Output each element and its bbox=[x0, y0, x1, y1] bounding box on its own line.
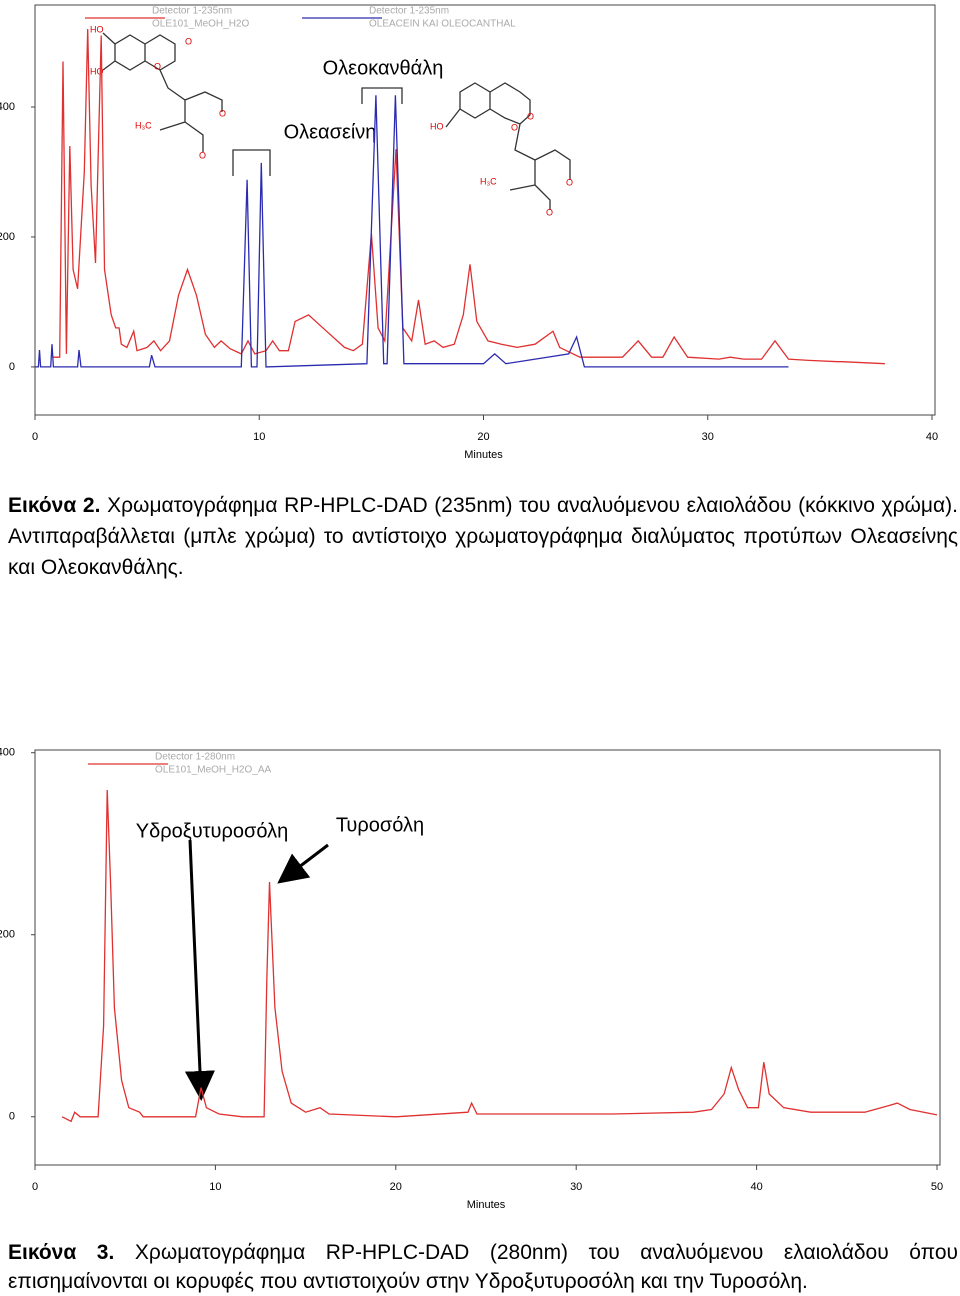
x-tick-label: 50 bbox=[931, 1181, 943, 1193]
caption-label: Εικόνα 2. bbox=[8, 494, 101, 517]
structure: HO O O H₃C O O bbox=[430, 82, 573, 217]
annotation: Υδροξυτυροσόλη bbox=[136, 820, 288, 842]
atom: H₃C bbox=[135, 120, 152, 130]
annotation: Τυροσόλη bbox=[336, 814, 424, 836]
atom: O bbox=[511, 122, 518, 132]
annotation: Ολεασείνη bbox=[284, 121, 377, 143]
x-tick-label: 40 bbox=[926, 431, 938, 443]
legend-label: OLEACEIN KAI OLEOCANTHAL bbox=[369, 19, 516, 30]
atom: O bbox=[185, 36, 192, 46]
x-axis-label: Minutes bbox=[464, 449, 503, 461]
x-tick-label: 0 bbox=[32, 1181, 38, 1193]
legend-detector: Detector 1-235nm bbox=[152, 6, 232, 17]
legend-label: OLE101_MeOH_H2O_AA bbox=[155, 765, 272, 776]
x-tick-label: 10 bbox=[209, 1181, 221, 1193]
x-tick-label: 20 bbox=[477, 431, 489, 443]
legend-detector: Detector 1-280nm bbox=[155, 752, 235, 763]
bracket bbox=[361, 87, 403, 104]
x-tick-label: 0 bbox=[32, 431, 38, 443]
legend-label: OLE101_MeOH_H2O bbox=[152, 19, 249, 30]
x-tick-label: 20 bbox=[390, 1181, 402, 1193]
caption-text: Χρωματογράφημα RP-HPLC-DAD (235nm) του α… bbox=[8, 494, 958, 579]
bracket bbox=[232, 149, 271, 176]
atom: O bbox=[527, 111, 534, 121]
atom: HO bbox=[90, 66, 104, 76]
caption: Εικόνα 3. Χρωματογράφημα RP-HPLC-DAD (28… bbox=[8, 1238, 958, 1296]
chart: Υδροξυτυροσόλη Τυροσόλη 0 200 400 0 10 20 30 40… bbox=[0, 747, 943, 1210]
atom: HO bbox=[90, 24, 104, 34]
y-tick-label: 0 bbox=[9, 361, 15, 373]
series-line bbox=[61, 789, 938, 1123]
y-tick-label: 400 bbox=[0, 747, 15, 759]
atom: HO bbox=[430, 121, 444, 131]
x-tick-label: 10 bbox=[253, 431, 265, 443]
series-line bbox=[52, 28, 885, 365]
atom: O bbox=[566, 177, 573, 187]
series-line bbox=[35, 95, 789, 368]
caption-text: Χρωματογράφημα RP-HPLC-DAD (280nm) του α… bbox=[8, 1241, 958, 1293]
caption-label: Εικόνα 3. bbox=[8, 1241, 115, 1264]
atom: O bbox=[154, 61, 161, 71]
chart: Ολεασείνη Ολεοκανθάλη HO HO O O H₃C O O … bbox=[0, 4, 938, 461]
structure: HO HO O O H₃C O O bbox=[90, 24, 226, 160]
y-tick-label: 200 bbox=[0, 231, 15, 243]
caption: Εικόνα 2. Χρωματογράφημα RP-HPLC-DAD (23… bbox=[8, 490, 958, 583]
plot-frame bbox=[34, 749, 941, 1166]
y-tick-label: 0 bbox=[9, 1111, 15, 1123]
x-tick-label: 30 bbox=[570, 1181, 582, 1193]
annotation: Ολεοκανθάλη bbox=[323, 57, 444, 79]
arrow bbox=[277, 843, 329, 884]
plot-frame bbox=[34, 4, 936, 416]
arrow bbox=[184, 839, 215, 1101]
atom: O bbox=[199, 150, 206, 160]
x-tick-label: 30 bbox=[702, 431, 714, 443]
y-tick-label: 200 bbox=[0, 929, 15, 941]
legend-detector: Detector 1-235nm bbox=[369, 6, 449, 17]
atom: O bbox=[546, 207, 553, 217]
atom: H₃C bbox=[480, 176, 497, 186]
x-tick-label: 40 bbox=[750, 1181, 762, 1193]
atom: O bbox=[219, 108, 226, 118]
y-tick-label: 400 bbox=[0, 101, 15, 113]
x-axis-label: Minutes bbox=[467, 1199, 506, 1210]
